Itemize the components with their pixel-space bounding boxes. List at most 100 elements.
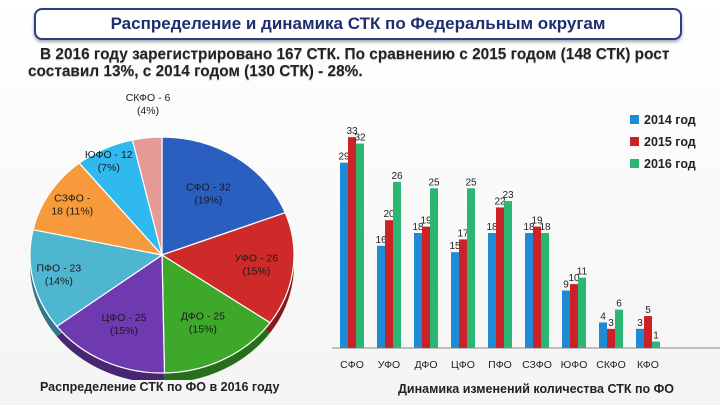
pie-slice-СКФО <box>131 136 163 256</box>
bar-УФО-2015 год <box>385 220 393 348</box>
bar-СЗФО-2014 год <box>525 233 533 348</box>
pie-label-pct: (7%) <box>98 162 120 174</box>
pie-chart: СФО - 32(19%)УФО - 26(15%)ДФО - 25(15%)Ц… <box>29 92 295 380</box>
bar-КФО-2015 год <box>644 316 652 348</box>
title-box: Распределение и динамика СТК по Федераль… <box>34 8 682 40</box>
bar-СКФО-2016 год <box>615 309 623 348</box>
intro-text: В 2016 году зарегистрировано 167 СТК. По… <box>28 46 670 80</box>
bar-value-label: 9 <box>563 280 569 291</box>
bar-value-label: 1 <box>653 331 659 342</box>
bar-value-label: 33 <box>346 126 358 137</box>
bar-УФО-2016 год <box>393 181 401 348</box>
bar-ЮФО-2014 год <box>562 290 570 348</box>
pie-label-ЮФО: ЮФО - 12(7%) <box>85 149 133 174</box>
bar-КФО-2016 год <box>652 341 660 348</box>
bar-value-label: 18 <box>539 222 551 233</box>
bar-value-label: 23 <box>502 190 514 201</box>
pie-chart-title: Распределение СТК по ФО в 2016 году <box>40 380 280 394</box>
legend-label: 2014 год <box>644 113 696 127</box>
bar-value-label: 20 <box>383 209 395 220</box>
bar-value-label: 18 <box>523 222 535 233</box>
bar-value-label: 15 <box>449 241 461 252</box>
bar-value-label: 5 <box>645 305 651 316</box>
bar-ПФО-2015 год <box>496 207 504 348</box>
legend-label: 2016 год <box>644 157 696 171</box>
pie-label-pct: (15%) <box>242 265 270 277</box>
pie-slice-УФО <box>160 211 295 324</box>
bar-СЗФО-2015 год <box>533 226 541 348</box>
x-tick-label: СКФО <box>596 359 626 371</box>
bar-СФО-2016 год <box>356 143 364 348</box>
bar-СЗФО-2016 год <box>541 233 549 348</box>
bar-СКФО-2015 год <box>607 328 615 348</box>
bar-value-label: 19 <box>420 216 432 227</box>
bar-value-label: 4 <box>600 311 606 322</box>
pie-label-name: УФО - 26 <box>235 252 279 264</box>
bar-СФО-2014 год <box>340 162 348 348</box>
bar-ДФО-2016 год <box>430 188 438 348</box>
bar-value-label: 29 <box>338 152 350 163</box>
bar-value-label: 17 <box>457 228 469 239</box>
x-tick-label: УФО <box>378 359 400 371</box>
bar-chart-title: Динамика изменений количества СТК по ФО <box>398 382 674 396</box>
bar-ДФО-2015 год <box>422 226 430 348</box>
pie-label-УФО: УФО - 26(15%) <box>235 252 279 277</box>
x-tick-label: СЗФО <box>522 359 552 371</box>
pie-label-СЗФО: СЗФО -18 (11%) <box>51 192 93 217</box>
pie-label-name: ЦФО - 25 <box>102 312 147 324</box>
bar-value-label: 26 <box>391 171 403 182</box>
pie-label-СФО: СФО - 32(19%) <box>186 182 231 207</box>
pie-label-pct: (15%) <box>189 324 217 336</box>
bar-УФО-2014 год <box>377 245 385 348</box>
bar-value-label: 25 <box>465 177 477 188</box>
pie-label-name: СЗФО - <box>54 192 91 204</box>
x-tick-label: СФО <box>340 359 364 371</box>
pie-label-name: СФО - 32 <box>186 182 231 194</box>
page-title: Распределение и динамика СТК по Федераль… <box>110 14 606 33</box>
bar-ЦФО-2015 год <box>459 239 467 348</box>
bar-ЮФО-2015 год <box>570 284 578 348</box>
pie-slice-ПФО <box>29 228 164 328</box>
pie-label-СКФО: СКФО - 6(4%) <box>126 92 171 117</box>
bar-ЦФО-2014 год <box>451 252 459 348</box>
pie-label-name: ПФО - 23 <box>37 262 82 274</box>
bar-СФО-2015 год <box>348 137 356 348</box>
bar-ЮФО-2016 год <box>578 277 586 348</box>
pie-label-pct: (19%) <box>194 195 222 207</box>
pie-label-pct: (4%) <box>137 105 159 117</box>
pie-label-name: ДФО - 25 <box>181 311 225 323</box>
x-tick-label: ДФО <box>414 359 437 371</box>
bar-ПФО-2014 год <box>488 233 496 348</box>
pie-label-name: ЮФО - 12 <box>85 149 133 161</box>
pie-slice-СФО <box>161 136 287 256</box>
legend-label: 2015 год <box>644 135 696 149</box>
pie-label-pct: 18 (11%) <box>51 205 93 217</box>
bar-value-label: 11 <box>577 267 588 278</box>
bar-value-label: 25 <box>428 177 440 188</box>
bar-ДФО-2014 год <box>414 233 422 348</box>
pie-label-pct: (15%) <box>110 325 138 337</box>
bar-СКФО-2014 год <box>599 322 607 348</box>
bar-value-label: 6 <box>616 299 622 310</box>
bar-chart: 293332СФО162026УФО181925ДФО151725ЦФО1822… <box>332 113 720 371</box>
bar-ЦФО-2016 год <box>467 188 475 348</box>
x-tick-label: ПФО <box>488 359 512 371</box>
bar-value-label: 3 <box>637 318 643 329</box>
bar-КФО-2014 год <box>636 328 644 348</box>
pie-label-name: СКФО - 6 <box>126 92 171 104</box>
pie-label-ДФО: ДФО - 25(15%) <box>181 311 225 336</box>
bar-value-label: 32 <box>354 133 366 144</box>
bar-ПФО-2016 год <box>504 201 512 348</box>
legend-swatch <box>630 137 639 146</box>
legend-swatch <box>630 159 639 168</box>
pie-label-ПФО: ПФО - 23(14%) <box>37 262 82 287</box>
bar-value-label: 22 <box>494 196 506 207</box>
x-tick-label: ЦФО <box>451 359 475 371</box>
pie-slice-ДФО <box>161 253 271 374</box>
pie-slice-СЗФО <box>32 162 164 256</box>
bar-value-label: 3 <box>608 318 614 329</box>
bar-value-label: 16 <box>375 235 387 246</box>
bar-value-label: 10 <box>568 273 580 284</box>
legend-swatch <box>630 115 639 124</box>
bar-value-label: 18 <box>412 222 424 233</box>
